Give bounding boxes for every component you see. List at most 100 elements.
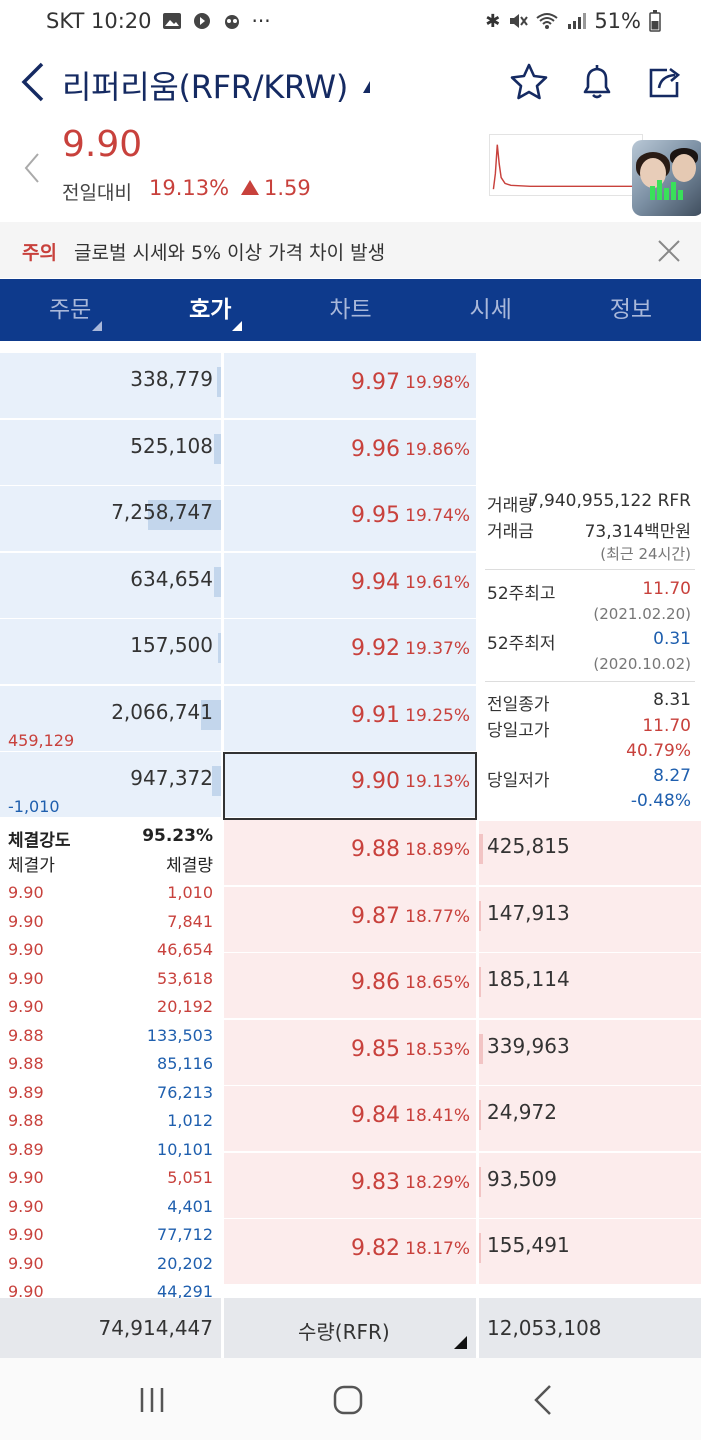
- low52-value: 0.31: [653, 629, 691, 649]
- tab-market[interactable]: 시세: [421, 279, 561, 341]
- ask-qty: 525,108: [130, 433, 213, 458]
- ask-price: 9.96: [351, 436, 400, 462]
- bid-percent: 18.77%: [405, 906, 470, 927]
- ask-row[interactable]: 157,500 9.92 19.37%: [0, 619, 701, 685]
- bid-qty-cell[interactable]: 147,913: [479, 886, 701, 952]
- ask-row[interactable]: 338,779 9.97 19.98%: [0, 353, 701, 419]
- unit-selector[interactable]: 수량(RFR): [224, 1298, 476, 1358]
- page-title[interactable]: 리퍼리움(RFR/KRW): [62, 68, 349, 106]
- ask-qty: 338,779: [130, 367, 213, 391]
- trade-price: 9.90: [8, 1282, 44, 1298]
- previous-coin-icon[interactable]: [22, 148, 42, 188]
- tab-info[interactable]: 정보: [561, 279, 701, 341]
- recent-apps-icon[interactable]: [132, 1380, 172, 1420]
- ask-price-cell[interactable]: 9.91 19.25%: [224, 685, 476, 751]
- ask-qty-cell[interactable]: 525,108: [0, 419, 221, 485]
- title-dropdown-caret-icon[interactable]: [363, 81, 370, 93]
- ask-qty-cell[interactable]: 157,500: [0, 619, 221, 684]
- bid-depth-bar: [479, 1166, 481, 1197]
- ask-total-cell: 74,914,447: [0, 1298, 221, 1358]
- tab-orderbook[interactable]: 호가: [140, 279, 280, 341]
- ask-price: 9.90: [351, 769, 400, 794]
- bid-row[interactable]: 9.82 18.17% 155,491: [0, 1219, 701, 1285]
- bid-depth-bar: [479, 1233, 481, 1263]
- header: 리퍼리움(RFR/KRW): [0, 50, 701, 116]
- bid-price: 9.86: [351, 970, 400, 995]
- ask-price-cell[interactable]: 9.97 19.98%: [224, 353, 476, 418]
- bid-price-cell[interactable]: 9.82 18.17%: [224, 1219, 476, 1284]
- trade-volume-header: 체결량: [166, 856, 213, 876]
- bid-price-cell[interactable]: 9.88 18.89%: [224, 820, 476, 885]
- tab-order[interactable]: 주문: [0, 279, 140, 341]
- ask-row[interactable]: 7,258,747 9.95 19.74%: [0, 486, 701, 552]
- ask-price-cell[interactable]: 9.95 19.74%: [224, 486, 476, 551]
- amount-label: 거래금: [487, 522, 534, 542]
- ask-row[interactable]: 634,654 9.94 19.61%: [0, 552, 701, 619]
- bell-icon[interactable]: [577, 62, 617, 102]
- mini-chart[interactable]: [489, 134, 643, 196]
- trade-price: 9.88: [8, 1111, 44, 1130]
- ask-qty-cell[interactable]: 2,066,741 459,129: [0, 685, 221, 751]
- bid-row[interactable]: 9.88 18.89% 425,815: [0, 820, 701, 886]
- wifi-icon: [536, 13, 558, 29]
- ask-price-cell[interactable]: 9.90 19.13%: [224, 752, 476, 817]
- ask-qty-cell[interactable]: 634,654: [0, 552, 221, 618]
- bid-price-cell[interactable]: 9.84 18.41%: [224, 1086, 476, 1151]
- close-icon[interactable]: [656, 238, 682, 264]
- bid-row[interactable]: 9.85 18.53% 339,963: [0, 1019, 701, 1086]
- unit-dropdown-caret-icon[interactable]: [454, 1336, 467, 1349]
- ask-price-cell[interactable]: 9.92 19.37%: [224, 619, 476, 684]
- bid-qty-cell[interactable]: 24,972: [479, 1086, 701, 1151]
- bid-price-cell[interactable]: 9.87 18.77%: [224, 886, 476, 952]
- bid-qty-cell[interactable]: 339,963: [479, 1019, 701, 1085]
- bid-price-cell[interactable]: 9.85 18.53%: [224, 1019, 476, 1085]
- bid-qty-cell[interactable]: 425,815: [479, 820, 701, 885]
- ask-qty-cell[interactable]: 947,372 -1,010: [0, 752, 221, 817]
- home-icon[interactable]: [328, 1380, 368, 1420]
- ask-row[interactable]: 947,372 -1,010 9.90 19.13%: [0, 752, 701, 818]
- bid-row[interactable]: 9.83 18.29% 93,509: [0, 1152, 701, 1219]
- ask-qty-cell[interactable]: 7,258,747: [0, 486, 221, 551]
- bid-qty-cell[interactable]: 155,491: [479, 1219, 701, 1284]
- bid-qty: 147,913: [487, 900, 570, 925]
- trade-volume: 4,401: [167, 1196, 213, 1216]
- share-icon[interactable]: [645, 62, 685, 102]
- bid-row[interactable]: 9.86 18.65% 185,114: [0, 953, 701, 1019]
- ask-price-cell[interactable]: 9.94 19.61%: [224, 552, 476, 618]
- bid-row[interactable]: 9.87 18.77% 147,913: [0, 886, 701, 953]
- trade-volume: 10,101: [157, 1139, 213, 1159]
- nav-back-icon[interactable]: [524, 1380, 564, 1420]
- bid-price-cell[interactable]: 9.83 18.29%: [224, 1152, 476, 1218]
- ask-depth-bar: [201, 699, 221, 730]
- bid-price-cell[interactable]: 9.86 18.65%: [224, 953, 476, 1018]
- market-info-panel: 거래량 7,940,955,122 RFR 거래금 73,314백만원 (최근 …: [479, 485, 701, 821]
- divider: [485, 569, 695, 570]
- status-bar: SKT 10:20 ··· ✱ 51%: [0, 0, 701, 44]
- strength-label: 체결강도: [8, 831, 71, 851]
- bid-qty-cell[interactable]: 185,114: [479, 953, 701, 1018]
- bid-price: 9.87: [351, 903, 400, 929]
- trade-volume: 20,202: [157, 1253, 213, 1273]
- bluetooth-icon: ✱: [485, 10, 501, 32]
- bid-percent: 18.53%: [405, 1039, 470, 1060]
- trade-price: 9.90: [8, 1168, 44, 1187]
- trade-volume: 1,010: [167, 883, 213, 902]
- ask-qty: 7,258,747: [111, 500, 213, 524]
- bid-qty: 425,815: [487, 834, 570, 858]
- gallery-icon: [162, 13, 181, 29]
- ask-price: 9.97: [351, 370, 400, 395]
- bid-row[interactable]: 9.84 18.41% 24,972: [0, 1086, 701, 1152]
- ask-price-cell[interactable]: 9.96 19.86%: [224, 419, 476, 485]
- ask-row[interactable]: 2,066,741 459,129 9.91 19.25%: [0, 685, 701, 752]
- bid-qty-cell[interactable]: 93,509: [479, 1152, 701, 1218]
- tab-chart[interactable]: 차트: [280, 279, 420, 341]
- ask-qty-cell[interactable]: 338,779: [0, 353, 221, 418]
- ask-depth-bar: [218, 633, 221, 663]
- floating-video-thumbnail[interactable]: [632, 140, 701, 216]
- back-icon[interactable]: [16, 58, 50, 106]
- ask-row[interactable]: 525,108 9.96 19.86%: [0, 419, 701, 486]
- tab-info-label: 정보: [609, 297, 653, 323]
- star-icon[interactable]: [509, 62, 549, 102]
- trade-price: 9.89: [8, 1139, 44, 1159]
- trade-row: 9.90 1,010: [0, 878, 221, 906]
